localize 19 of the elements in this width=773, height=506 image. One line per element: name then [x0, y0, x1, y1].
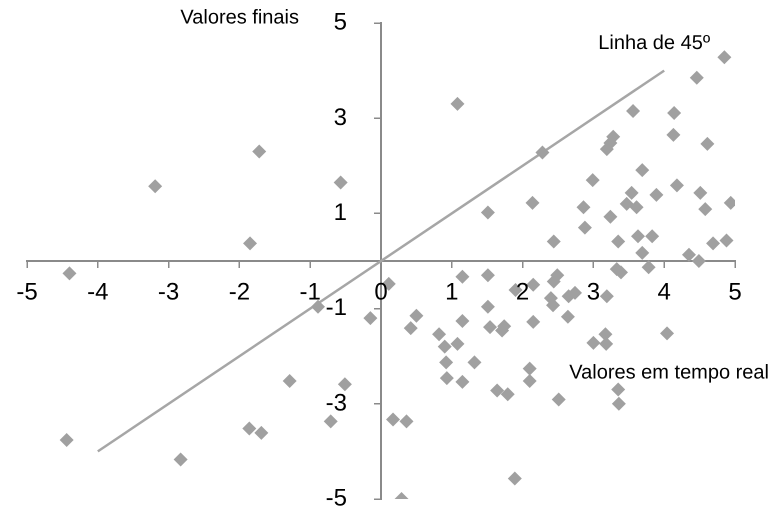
y-tick-label: 5 [334, 8, 347, 36]
x-tick-label: 0 [374, 278, 388, 306]
x-tick-label: -5 [16, 278, 38, 306]
series-label: Linha de 45º [598, 32, 711, 54]
x-tick-label: 4 [658, 278, 671, 306]
y-axis-title: Valores finais [180, 6, 299, 29]
x-tick-label: -4 [87, 278, 108, 306]
y-tick-label: 3 [334, 104, 347, 131]
y-tick-label: -5 [326, 484, 347, 506]
x-tick-label: 1 [445, 278, 458, 306]
y-tick-label: -3 [326, 389, 347, 416]
x-tick-label: 3 [586, 278, 600, 306]
x-tick-label: 5 [728, 278, 742, 306]
x-tick-label: 2 [516, 278, 530, 306]
x-tick-label: -3 [158, 278, 180, 306]
x-tick-label: -2 [228, 278, 250, 306]
x-tick-label: -1 [300, 278, 321, 306]
y-tick-label: 1 [334, 199, 347, 226]
x-axis-title: Valores em tempo real [569, 361, 769, 384]
